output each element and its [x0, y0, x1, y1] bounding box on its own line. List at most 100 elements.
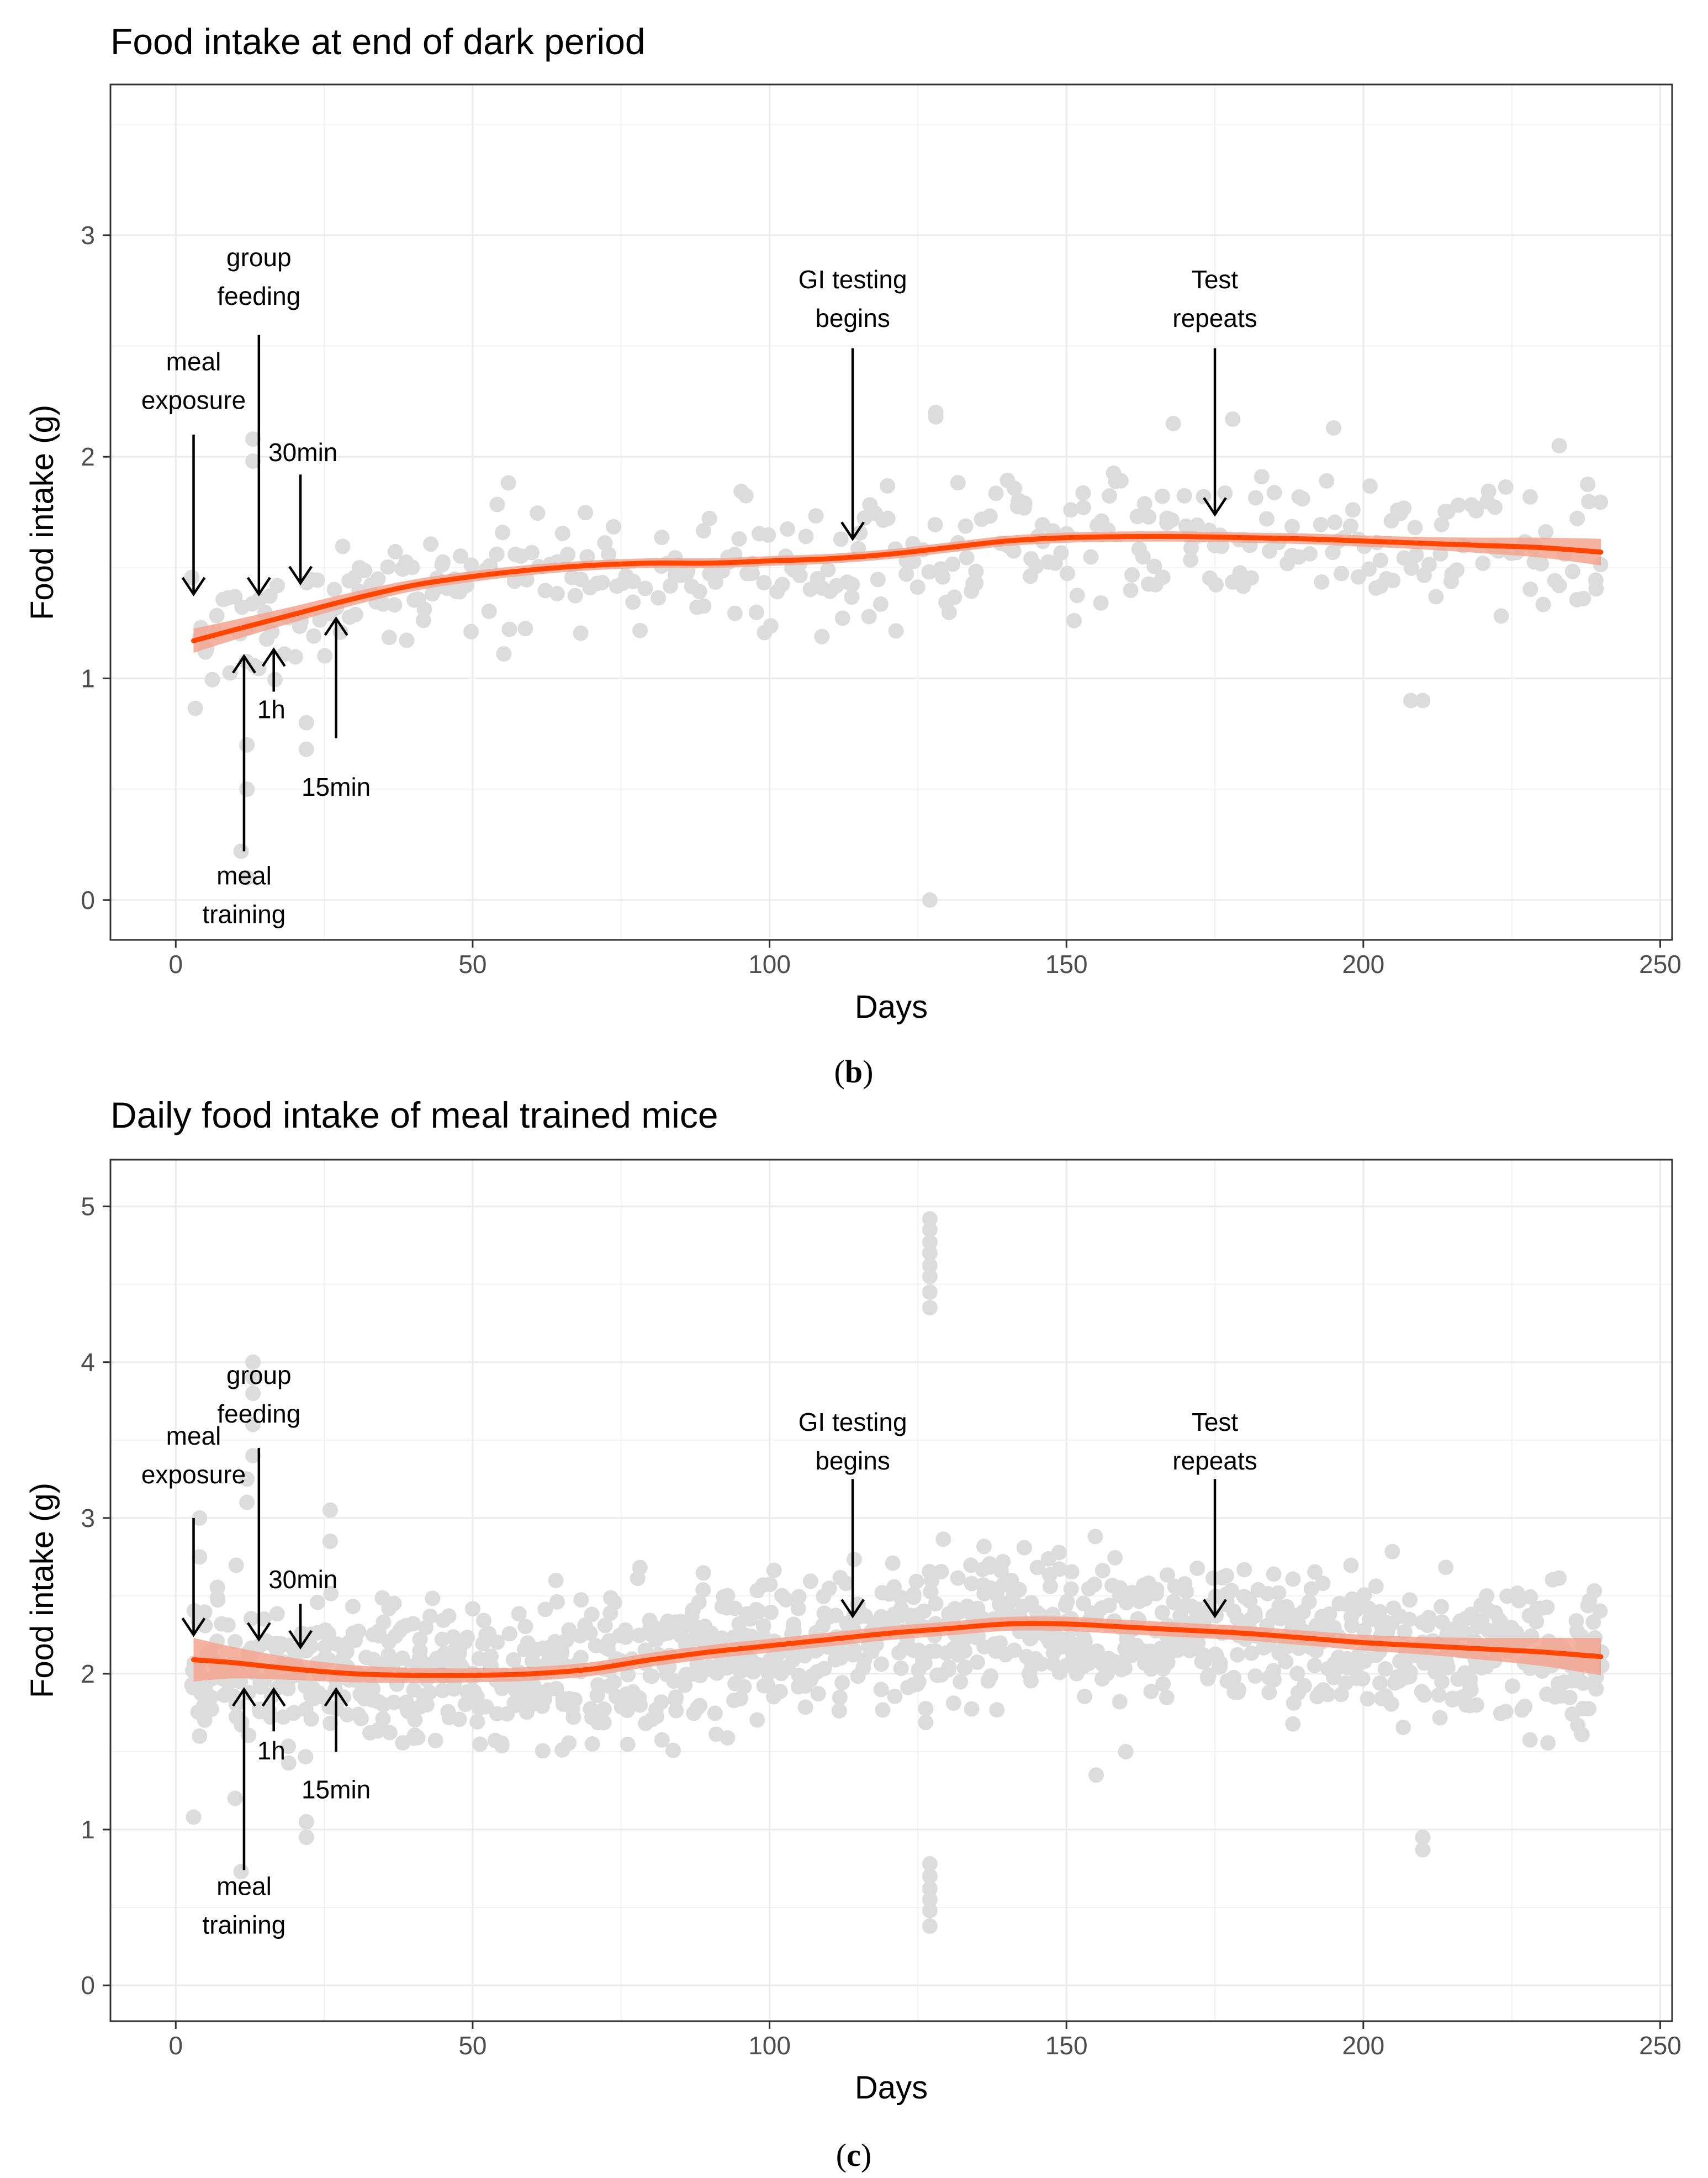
- data-point: [489, 496, 505, 512]
- data-point: [209, 1590, 225, 1606]
- data-point: [790, 1600, 806, 1616]
- data-point: [1327, 514, 1343, 530]
- data-point: [1373, 552, 1388, 568]
- data-point: [1123, 582, 1139, 598]
- data-point: [1593, 494, 1609, 510]
- data-point: [1057, 1598, 1074, 1613]
- data-point: [561, 1735, 577, 1751]
- data-point: [1199, 1669, 1215, 1685]
- data-point: [1294, 491, 1310, 507]
- data-point: [469, 1714, 485, 1730]
- data-point: [204, 1701, 219, 1717]
- data-point: [798, 528, 814, 544]
- data-point: [831, 1703, 847, 1719]
- data-point: [922, 1268, 938, 1284]
- data-point: [1580, 1701, 1596, 1717]
- data-point: [922, 1892, 938, 1907]
- data-point: [1383, 1696, 1399, 1712]
- data-point: [489, 1634, 505, 1650]
- plot-border: [109, 1159, 1673, 2022]
- data-point: [1468, 500, 1484, 516]
- data-point: [1112, 1694, 1128, 1710]
- x-tick-label: 50: [458, 950, 487, 979]
- data-point: [630, 1571, 646, 1587]
- data-point: [1402, 1592, 1418, 1608]
- data-point: [1141, 509, 1157, 525]
- annotation-arrowhead: [1203, 1599, 1227, 1619]
- data-point: [982, 508, 998, 524]
- data-point: [1581, 494, 1597, 510]
- data-point: [375, 596, 391, 612]
- data-point: [834, 1675, 850, 1691]
- data-point: [1539, 1599, 1555, 1615]
- data-point: [1344, 1617, 1360, 1634]
- data-point: [553, 1646, 569, 1662]
- data-point: [405, 1616, 421, 1632]
- data-point: [1261, 1684, 1277, 1700]
- chart-title: Food intake at end of dark period: [110, 21, 646, 62]
- data-point: [537, 583, 553, 599]
- data-point: [792, 568, 808, 584]
- data-point: [1006, 543, 1022, 559]
- x-tick-label: 100: [748, 950, 791, 979]
- data-point: [1415, 1830, 1431, 1846]
- data-point: [1588, 1681, 1604, 1697]
- data-point: [192, 1549, 208, 1565]
- data-point: [956, 1660, 972, 1676]
- annotation-arrowhead: [261, 647, 286, 667]
- data-point: [1403, 692, 1419, 709]
- data-point: [410, 1730, 426, 1746]
- data-point: [1522, 489, 1538, 505]
- annotation-label: training: [203, 1911, 286, 1939]
- y-tick-label: 2: [81, 1659, 95, 1688]
- data-point: [399, 632, 415, 648]
- data-point: [1129, 509, 1145, 525]
- data-point: [632, 622, 648, 638]
- data-point: [927, 517, 943, 533]
- annotation-label: exposure: [141, 386, 246, 415]
- data-point: [578, 505, 593, 521]
- data-point: [239, 1494, 255, 1510]
- data-point: [1033, 1656, 1049, 1672]
- data-point: [469, 1689, 485, 1705]
- data-point: [1087, 1577, 1102, 1593]
- data-point: [1326, 420, 1342, 436]
- annotation-arrowhead: [288, 565, 313, 585]
- data-point: [351, 1624, 367, 1640]
- data-point: [1301, 1594, 1317, 1610]
- data-point: [1208, 577, 1224, 593]
- data-point: [1093, 595, 1109, 611]
- data-point: [802, 1573, 818, 1589]
- data-point: [573, 625, 589, 641]
- y-tick-label: 2: [81, 442, 95, 471]
- data-point: [762, 1577, 778, 1592]
- data-point: [511, 1606, 527, 1622]
- data-point: [516, 1642, 532, 1658]
- data-point: [1190, 1635, 1206, 1651]
- data-point: [870, 572, 886, 588]
- annotation-label: meal: [166, 347, 221, 376]
- data-point: [286, 1705, 302, 1721]
- data-point: [1315, 1576, 1331, 1592]
- data-point: [387, 544, 403, 559]
- data-point: [1404, 560, 1419, 576]
- data-point: [620, 1736, 636, 1752]
- data-point: [980, 1673, 996, 1689]
- data-point: [1178, 518, 1194, 534]
- data-point: [844, 589, 860, 605]
- data-point: [911, 1674, 927, 1690]
- data-point: [1066, 612, 1082, 628]
- data-point: [940, 1662, 956, 1678]
- data-point: [427, 1732, 443, 1748]
- panel-b: Food intake at end of dark period meal ex…: [24, 21, 1681, 1090]
- data-point: [1529, 1614, 1545, 1630]
- data-point: [763, 1604, 779, 1620]
- data-point: [567, 588, 583, 604]
- data-point: [1540, 1735, 1556, 1751]
- data-point: [589, 1688, 605, 1704]
- data-point: [1356, 1587, 1372, 1603]
- x-axis-label: Days: [855, 989, 928, 1025]
- data-point: [245, 1386, 261, 1402]
- data-point: [601, 546, 617, 562]
- data-point: [596, 1701, 612, 1717]
